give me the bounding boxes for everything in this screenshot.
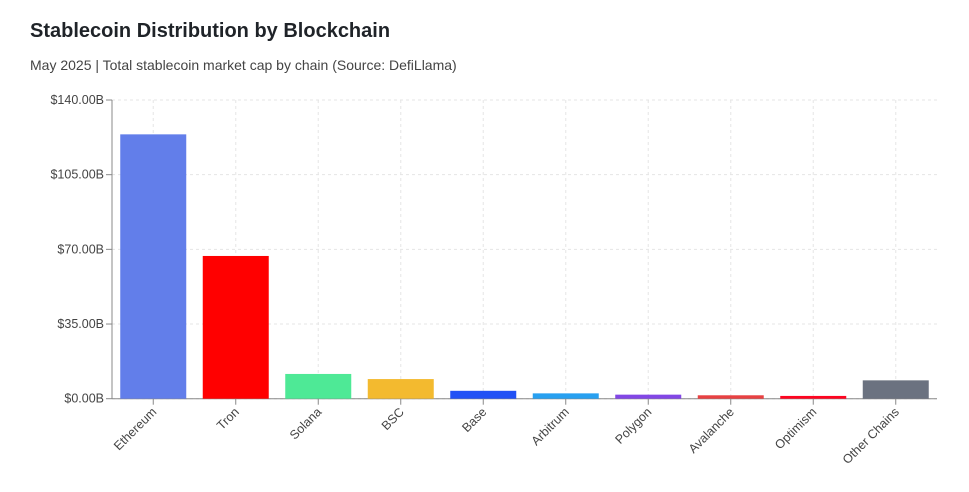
x-tick-label: Ethereum bbox=[111, 405, 159, 453]
x-tick-label: Other Chains bbox=[840, 405, 902, 467]
bar-solana bbox=[285, 373, 352, 399]
y-tick-label: $70.00B bbox=[57, 242, 104, 256]
bar-other-chains bbox=[862, 380, 929, 399]
x-tick-label: Avalanche bbox=[686, 405, 737, 456]
x-tick-label: Polygon bbox=[613, 405, 655, 447]
bar-arbitrum bbox=[532, 393, 599, 399]
y-tick-label: $105.00B bbox=[50, 168, 104, 182]
bar-ethereum bbox=[120, 134, 187, 399]
chart-title: Stablecoin Distribution by Blockchain bbox=[30, 20, 391, 42]
bar-optimism bbox=[780, 395, 847, 399]
x-tick-label: Tron bbox=[214, 405, 242, 433]
bar-polygon bbox=[615, 394, 682, 399]
x-tick-label: Base bbox=[459, 405, 489, 435]
bar-tron bbox=[202, 255, 269, 399]
x-tick-label: Optimism bbox=[772, 405, 819, 452]
x-tick-label: BSC bbox=[379, 405, 407, 433]
y-tick-label: $0.00B bbox=[64, 392, 104, 406]
bar-base bbox=[450, 390, 517, 399]
chart-subtitle: May 2025 | Total stablecoin market cap b… bbox=[30, 57, 457, 73]
x-tick-label: Arbitrum bbox=[529, 405, 572, 448]
y-tick-label: $35.00B bbox=[57, 317, 104, 331]
bar-bsc bbox=[367, 379, 434, 399]
y-tick-label: $140.00B bbox=[50, 93, 104, 107]
x-tick-label: Solana bbox=[287, 405, 324, 442]
bar-avalanche bbox=[697, 395, 764, 399]
